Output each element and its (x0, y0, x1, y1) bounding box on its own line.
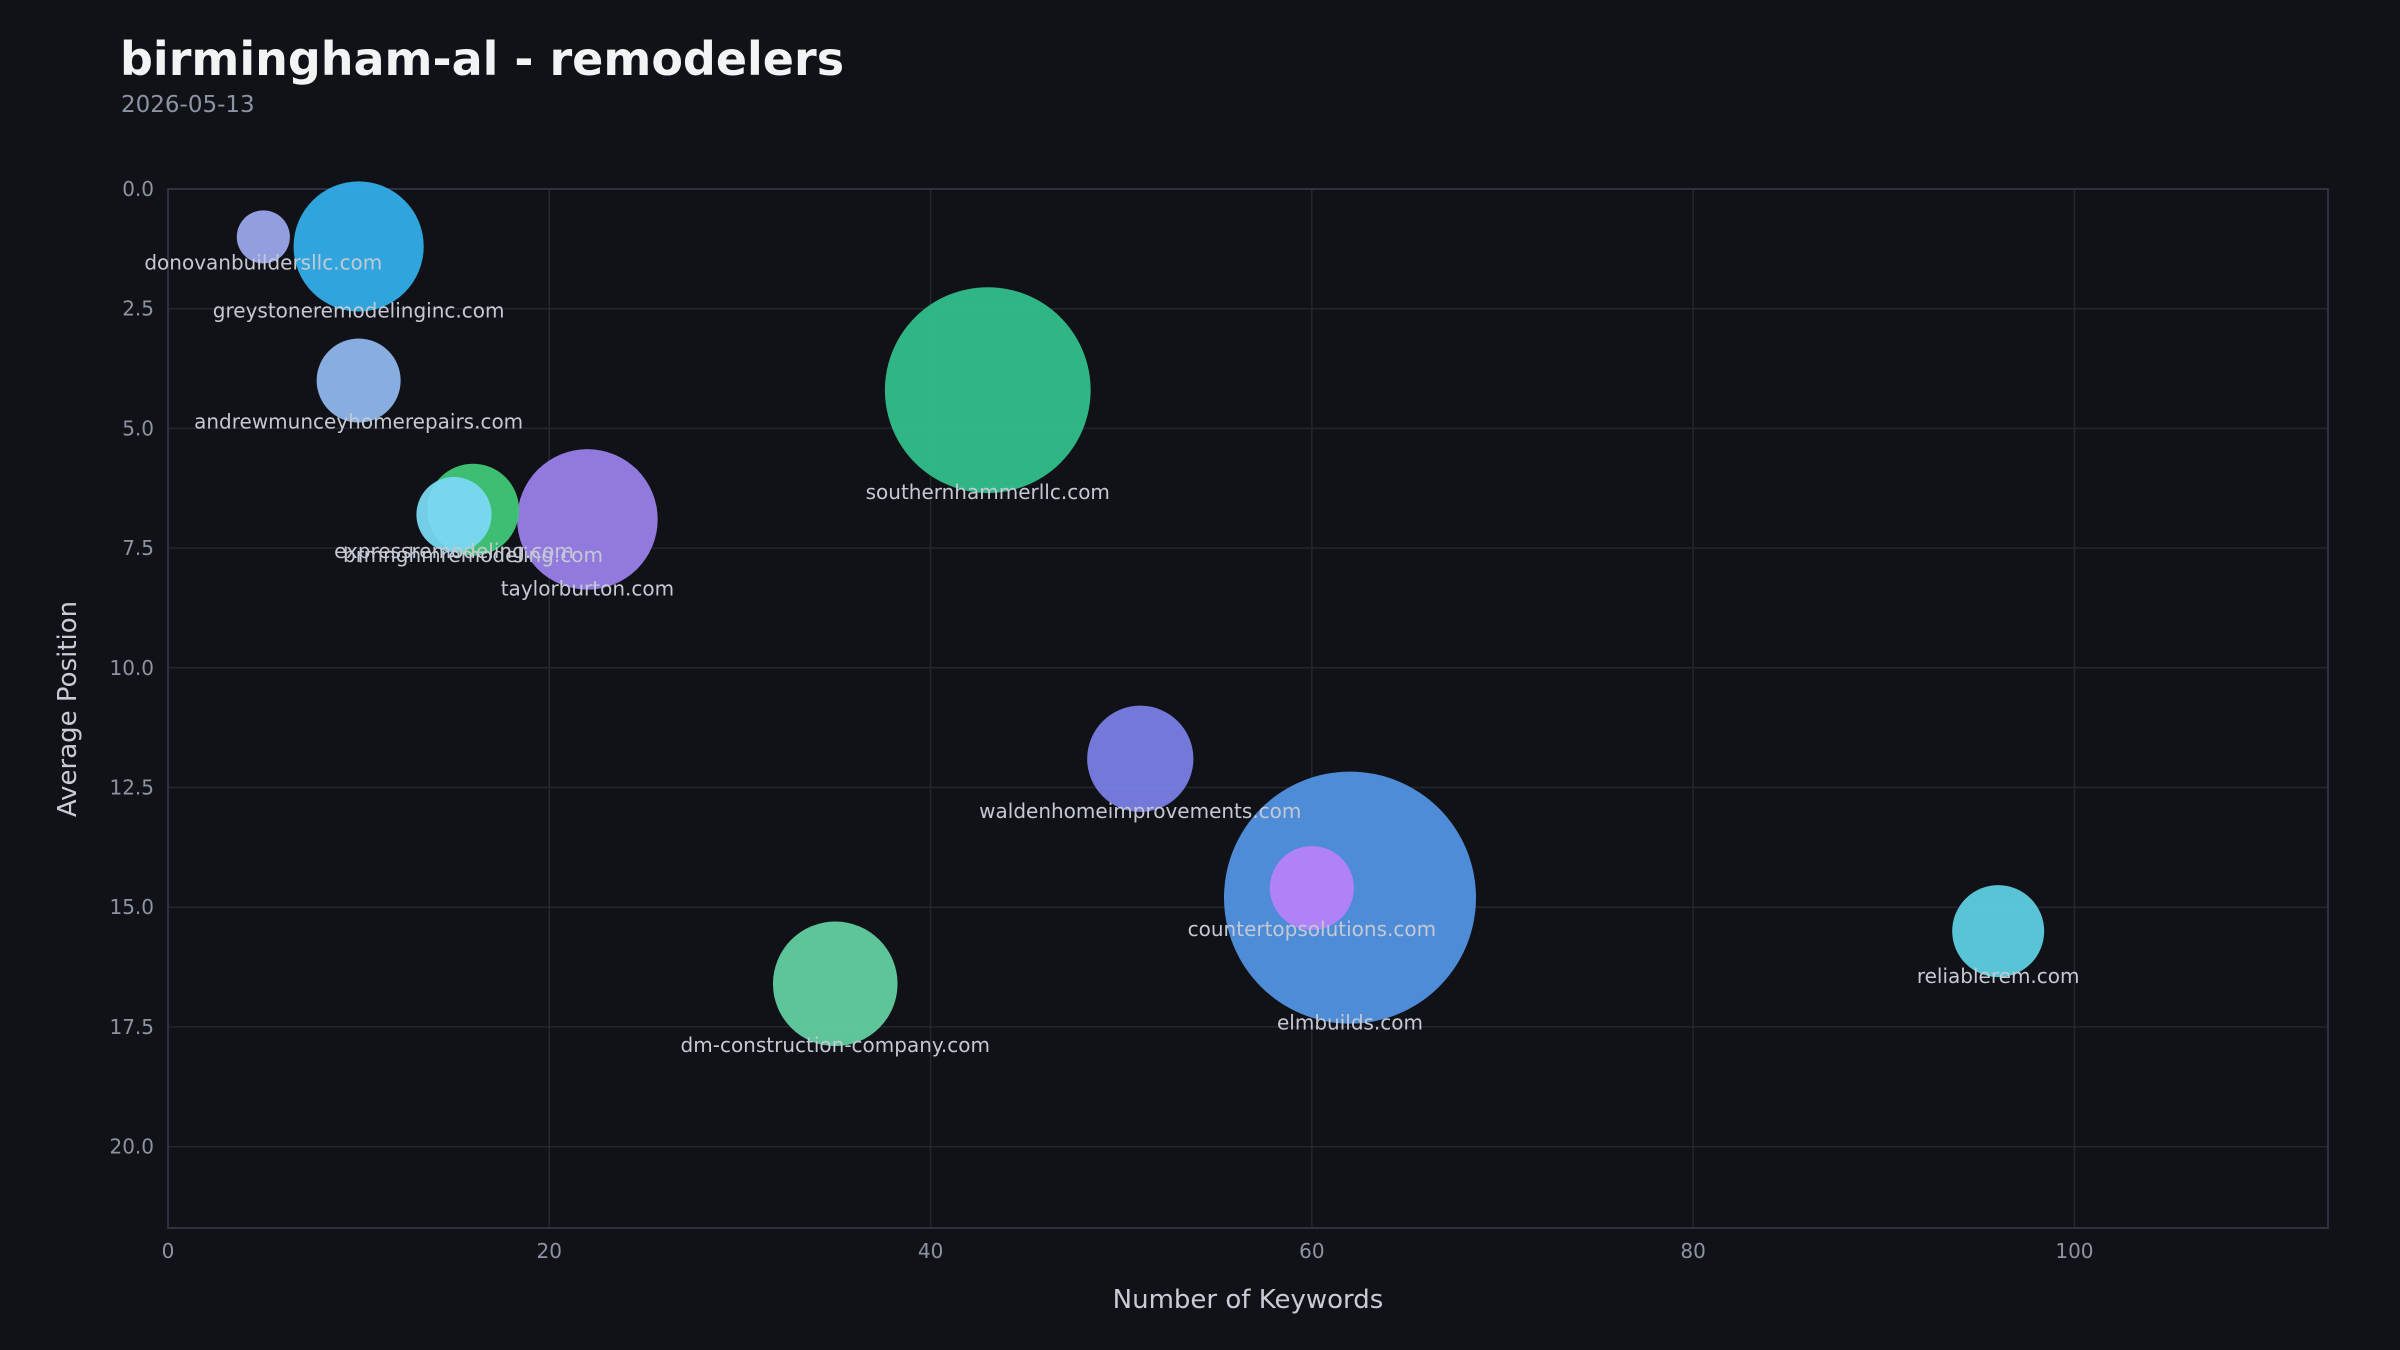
bubble-label: expressremodeling.com (334, 539, 574, 563)
bubble-label: taylorburton.com (501, 577, 674, 601)
chart-title: birmingham-al - remodelers (120, 32, 845, 86)
y-axis-label: Average Position (53, 601, 83, 817)
y-tick-label: 2.5 (122, 297, 154, 321)
axis-ticks: 0 20 40 60 80 100 0.0 2.5 5.0 7.5 10.0 12.5 15.0 17.5… (109, 177, 2093, 1263)
x-tick-label: 60 (1299, 1239, 1324, 1263)
bubble[interactable] (772, 921, 898, 1047)
y-tick-label: 17.5 (109, 1015, 154, 1039)
bubble-label: andrewmunceyhomerepairs.com (194, 410, 523, 434)
bubble-label: southernhammerllc.com (866, 480, 1110, 504)
bubble-label: greystoneremodelinginc.com (213, 299, 505, 323)
bubbles (236, 181, 2045, 1047)
bubble-label: dm-construction-company.com (681, 1033, 990, 1057)
grid (167, 188, 2328, 1228)
plot-area (167, 188, 2329, 1229)
y-tick-label: 15.0 (109, 895, 154, 919)
x-tick-label: 20 (537, 1239, 562, 1263)
y-tick-label: 7.5 (122, 536, 154, 560)
bubble[interactable] (1269, 846, 1354, 931)
bubble[interactable] (1087, 705, 1194, 812)
bubble[interactable] (884, 287, 1091, 493)
y-tick-label: 12.5 (109, 776, 154, 800)
x-tick-label: 40 (918, 1239, 943, 1263)
chart-date: 2026-05-13 (121, 92, 255, 118)
y-tick-label: 20.0 (109, 1135, 154, 1159)
bubble-label: brmnghmremodeling.com (343, 543, 603, 567)
bubble-label: donovanbuildersllc.com (144, 250, 382, 274)
x-tick-label: 0 (162, 1239, 175, 1263)
y-tick-label: 0.0 (122, 177, 154, 201)
y-tick-label: 5.0 (122, 416, 154, 440)
bubble[interactable] (236, 210, 290, 264)
bubble-label: waldenhomeimprovements.com (979, 799, 1301, 823)
bubble-label: countertopsolutions.com (1188, 917, 1436, 941)
x-tick-label: 100 (2055, 1239, 2093, 1263)
bubble-label: reliablerem.com (1917, 964, 2080, 988)
bubble[interactable] (416, 477, 492, 553)
bubble[interactable] (293, 181, 424, 312)
x-axis-label: Number of Keywords (1113, 1285, 1384, 1315)
bubble[interactable] (517, 449, 658, 590)
bubble[interactable] (1952, 885, 2045, 978)
bubble-labels: donovanbuildersllc.com greystoneremodelin… (144, 250, 2079, 1057)
y-tick-label: 10.0 (109, 656, 154, 680)
bubble[interactable] (316, 338, 401, 423)
x-tick-label: 80 (1680, 1239, 1705, 1263)
bubble-label: elmbuilds.com (1277, 1011, 1423, 1035)
